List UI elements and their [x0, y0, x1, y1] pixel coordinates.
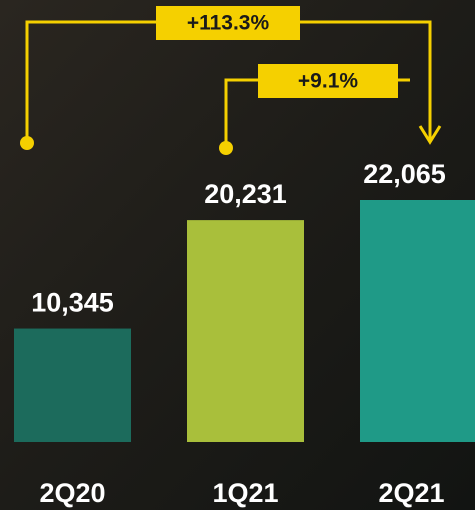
- x-tick-label: 2Q21: [378, 478, 444, 508]
- bracket-dot: [20, 136, 34, 150]
- annotation: +113.3%: [187, 12, 270, 35]
- x-tick-label: 1Q21: [212, 478, 278, 508]
- value-label: 20,231: [204, 179, 287, 209]
- bracket-dot: [219, 141, 233, 155]
- chart: +113.3% +9.1% 10,345 2Q20 20,231 1Q21 22,065…: [0, 0, 475, 510]
- annotation: +9.1%: [298, 70, 358, 93]
- value-label: 10,345: [31, 288, 114, 318]
- x-tick-label: 2Q20: [39, 478, 105, 508]
- bar: [360, 200, 475, 442]
- bar: [14, 329, 131, 442]
- bar: [187, 220, 304, 442]
- value-label: 22,065: [363, 159, 446, 189]
